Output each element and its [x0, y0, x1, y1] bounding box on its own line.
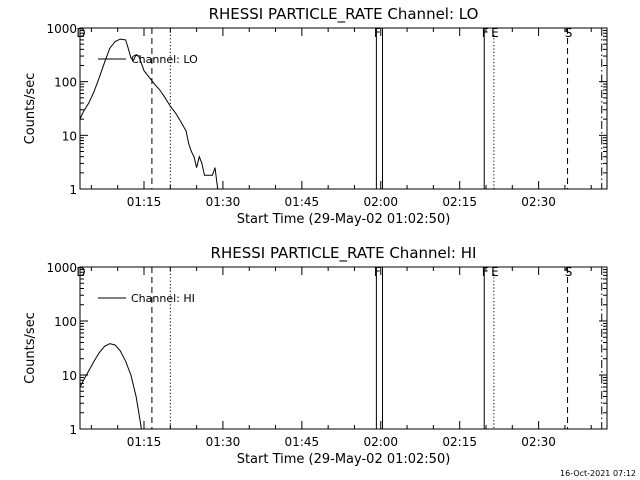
- event-marker-label: D: [76, 265, 85, 279]
- series-line: [79, 343, 142, 430]
- event-marker-label: F: [482, 265, 489, 279]
- y-tick-label: 1000: [46, 261, 77, 275]
- x-tick-label: 01:30: [206, 435, 241, 449]
- y-tick-label: 1: [69, 423, 77, 437]
- x-tick-label: 01:15: [127, 195, 162, 209]
- y-tick-label: 10: [62, 129, 77, 143]
- y-tick-label: 1000: [46, 22, 77, 36]
- x-tick-label: 02:00: [363, 195, 398, 209]
- timestamp-stamp: 16-Oct-2021 07:12: [560, 469, 636, 478]
- event-marker-label: E: [491, 26, 499, 40]
- series-line: [79, 38, 219, 190]
- x-axis-label: Start Time (29-May-02 01:02:50): [237, 452, 451, 467]
- y-tick-label: 10: [62, 369, 77, 383]
- event-marker-label: F: [374, 265, 381, 279]
- x-tick-label: 01:45: [285, 195, 320, 209]
- y-axis-label: Counts/sec: [23, 73, 38, 145]
- x-tick-label: 02:15: [442, 435, 477, 449]
- event-marker-label: E: [491, 265, 499, 279]
- chart-title: RHESSI PARTICLE_RATE Channel: LO: [209, 5, 479, 24]
- legend-label: Channel: HI: [131, 292, 195, 305]
- event-marker-label: S: [565, 26, 573, 40]
- x-tick-label: 01:15: [127, 435, 162, 449]
- y-axis-label: Counts/sec: [23, 312, 38, 384]
- event-marker-label: S: [565, 265, 573, 279]
- event-marker-label: F: [374, 26, 381, 40]
- event-marker-label: D: [76, 26, 85, 40]
- chart-title: RHESSI PARTICLE_RATE Channel: HI: [211, 244, 477, 263]
- y-tick-label: 100: [54, 315, 77, 329]
- x-axis-label: Start Time (29-May-02 01:02:50): [237, 212, 451, 227]
- y-tick-label: 1: [69, 183, 77, 197]
- x-tick-label: 02:00: [363, 435, 398, 449]
- x-tick-label: 01:45: [285, 435, 320, 449]
- x-tick-label: 02:15: [442, 195, 477, 209]
- legend-label: Channel: LO: [131, 53, 198, 66]
- panel-hi: RHESSI PARTICLE_RATE Channel: HI 1 10 100 10…: [23, 244, 608, 467]
- x-tick-label: 02:30: [521, 195, 556, 209]
- x-tick-label: 01:30: [206, 195, 241, 209]
- event-marker-label: F: [482, 26, 489, 40]
- y-tick-label: 100: [54, 76, 77, 90]
- panel-lo: RHESSI PARTICLE_RATE Channel: LO 1 10 100 10…: [23, 5, 608, 227]
- x-tick-label: 02:30: [521, 435, 556, 449]
